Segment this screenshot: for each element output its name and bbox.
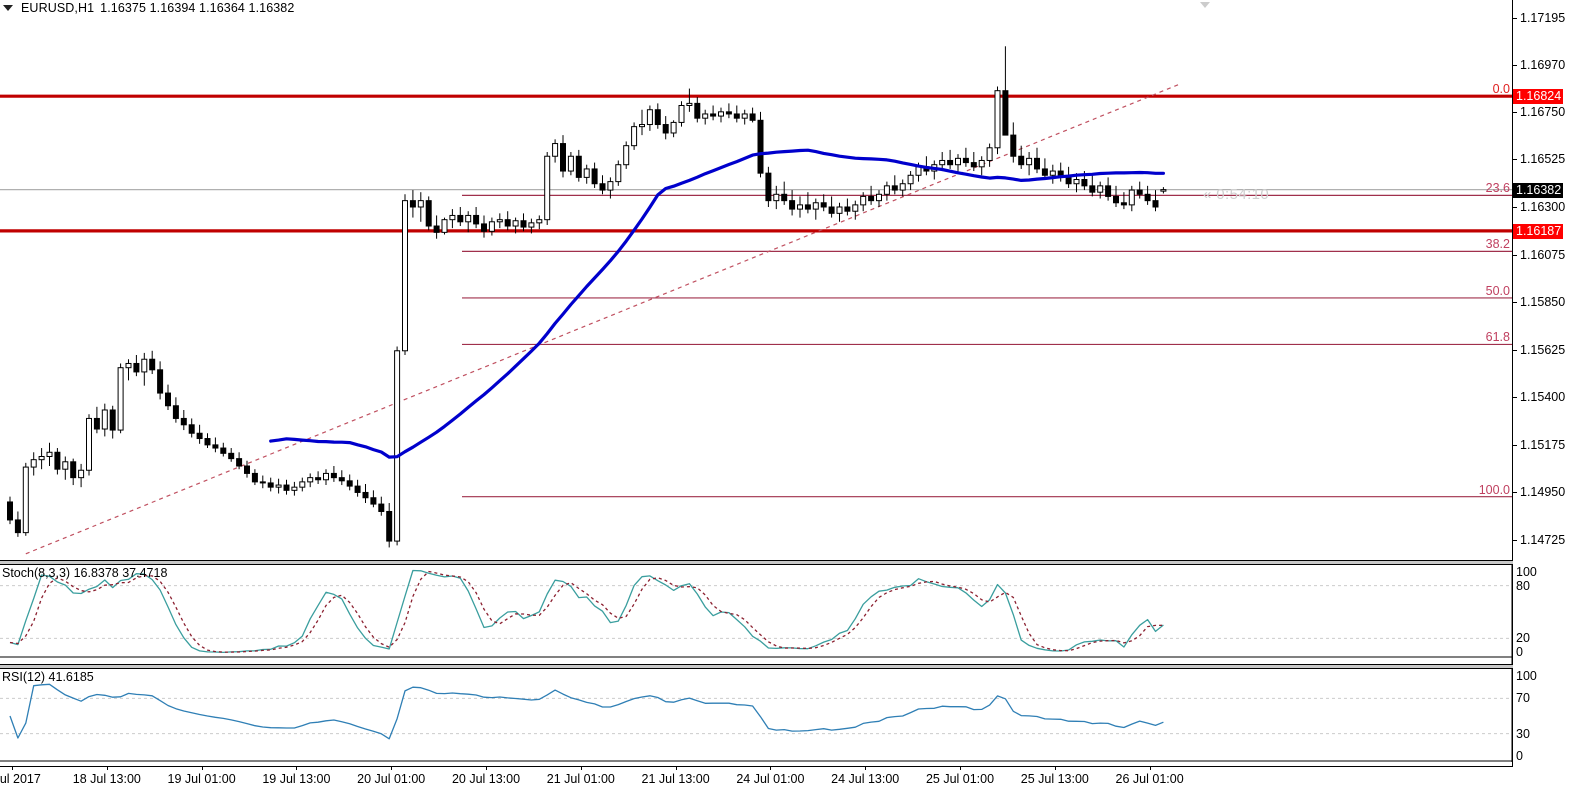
fib-level-label: 100.0 <box>1478 482 1510 497</box>
time-tick <box>296 766 298 770</box>
rsi-pane-label: RSI(12) 41.6185 <box>2 670 94 684</box>
stoch-tick-80: 80 <box>1516 578 1530 593</box>
price-tick <box>1513 349 1517 351</box>
time-axis-label: 26 Jul 01:00 <box>1115 772 1184 786</box>
ohlc-values: 1.16375 1.16394 1.16364 1.16382 <box>100 1 295 15</box>
fib-level-label: 38.2 <box>1485 237 1510 252</box>
time-tick <box>391 766 393 770</box>
time-tick <box>1054 766 1056 770</box>
pane-separator-rsi[interactable] <box>0 664 1513 669</box>
triangle-down-icon[interactable] <box>3 5 13 11</box>
price-tick-label: 1.15850 <box>1520 295 1566 310</box>
price-tick <box>1513 254 1517 256</box>
fib-level-label: 23.6 <box>1485 181 1510 196</box>
stoch-pane-label: Stoch(8,3,3) 16.8378 37.4718 <box>2 566 168 580</box>
level-price-badge: 1.16824 <box>1513 89 1564 105</box>
time-axis-label: 24 Jul 01:00 <box>736 772 805 786</box>
price-tick-label: 1.15400 <box>1520 390 1566 405</box>
price-tick <box>1513 302 1517 304</box>
price-tick <box>1513 444 1517 446</box>
time-axis-label: 25 Jul 13:00 <box>1020 772 1089 786</box>
rsi-tick-70: 70 <box>1516 691 1530 706</box>
time-axis-label: 24 Jul 13:00 <box>831 772 900 786</box>
pane-separator-stoch[interactable] <box>0 560 1513 565</box>
time-axis-label: 21 Jul 01:00 <box>546 772 615 786</box>
time-axis-label: 25 Jul 01:00 <box>925 772 995 786</box>
time-tick <box>960 766 961 770</box>
price-axis-line <box>1512 0 1513 766</box>
time-tick <box>201 766 203 770</box>
stoch-tick-100: 100 <box>1516 565 1537 579</box>
fib-level-label: 0.0 <box>1492 82 1510 97</box>
stoch-tick-20: 20 <box>1516 631 1530 646</box>
faint-marker-icon <box>1200 2 1210 8</box>
price-tick <box>1513 159 1517 161</box>
time-tick <box>675 766 677 770</box>
fib-level-label: 50.0 <box>1485 283 1510 298</box>
price-tick-label: 1.14725 <box>1520 533 1566 548</box>
time-tick <box>580 766 582 770</box>
price-tick <box>1513 17 1517 19</box>
level-price-badge-2: 1.16187 <box>1513 223 1564 239</box>
time-axis-label: 19 Jul 01:00 <box>167 772 236 786</box>
price-tick-label: 1.15625 <box>1520 342 1566 357</box>
time-axis-label: 20 Jul 13:00 <box>451 772 521 786</box>
price-tick-label: 1.16750 <box>1520 104 1566 119</box>
time-axis-label: 19 Jul 13:00 <box>262 772 331 786</box>
stoch-tick-0: 0 <box>1516 645 1523 659</box>
price-scale[interactable]: 1.17195 1.16970 1.16750 1.16525 1.16300 1.160… <box>1513 0 1587 795</box>
price-tick <box>1513 540 1517 542</box>
rsi-tick-100: 100 <box>1516 669 1537 683</box>
time-tick <box>865 766 867 770</box>
time-tick <box>486 766 487 770</box>
symbol-label: EURUSD,H1 <box>21 1 95 15</box>
bar-countdown: « 0:54:10 <box>1203 186 1270 203</box>
time-tick <box>770 766 772 770</box>
price-tick <box>1513 397 1517 399</box>
current-price-badge: 1.16382 <box>1513 182 1564 198</box>
price-tick <box>1513 206 1517 208</box>
time-axis-label: 21 Jul 13:00 <box>641 772 710 786</box>
price-tick-label: 1.16525 <box>1520 152 1566 167</box>
time-axis-line <box>0 766 1513 767</box>
price-tick-label: 1.16300 <box>1520 199 1566 214</box>
price-tick-label: 1.17195 <box>1520 10 1566 25</box>
rsi-tick-30: 30 <box>1516 726 1530 741</box>
time-axis-label: 20 Jul 01:00 <box>357 772 426 786</box>
time-axis-label: 18 Jul 13:00 <box>72 772 141 786</box>
price-tick <box>1513 65 1517 67</box>
symbol-header: EURUSD,H1 1.16375 1.16394 1.16364 1.1638… <box>0 0 294 16</box>
time-tick <box>1149 766 1151 770</box>
price-tick-label: 1.16075 <box>1520 247 1566 262</box>
time-tick <box>12 766 13 770</box>
time-tick <box>106 766 108 770</box>
price-tick-label: 1.14950 <box>1520 485 1566 500</box>
price-tick-label: 1.16970 <box>1520 58 1566 73</box>
price-tick <box>1513 111 1517 113</box>
price-tick <box>1513 492 1517 494</box>
price-tick-label: 1.15175 <box>1520 437 1566 452</box>
fib-level-label: 61.8 <box>1485 330 1510 345</box>
rsi-tick-0: 0 <box>1516 749 1523 763</box>
time-axis-label: 8 Jul 2017 <box>0 772 41 786</box>
